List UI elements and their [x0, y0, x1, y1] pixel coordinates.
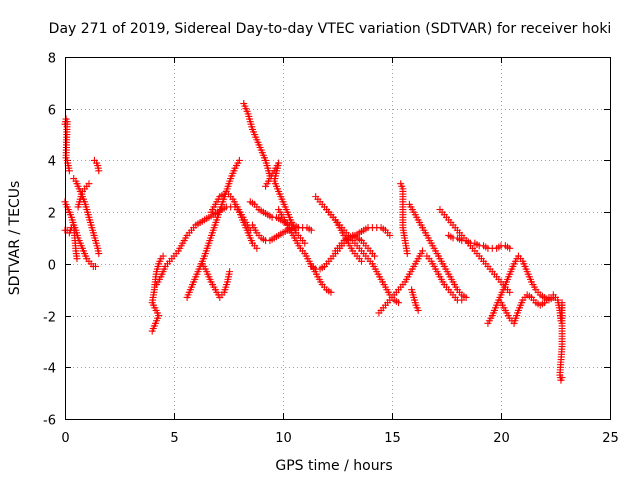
x-tick-label: 0: [61, 431, 69, 446]
series-s25: [549, 291, 566, 384]
y-tick-label: 4: [48, 155, 56, 170]
series-s24: [497, 291, 553, 327]
data-point: [371, 252, 379, 260]
series-s10: [275, 206, 335, 296]
y-tick-label: 2: [48, 207, 56, 222]
y-axis-label: SDTVAR / TECUs: [7, 181, 23, 296]
series-s5: [207, 190, 254, 234]
plot-frame: [65, 57, 611, 420]
series-s23: [484, 252, 557, 327]
series-early-b: [61, 221, 81, 263]
series-s17: [397, 180, 411, 258]
data-point: [395, 299, 403, 307]
data-point: [506, 288, 514, 296]
series-early-c: [70, 175, 103, 258]
y-tick-label: -6: [43, 414, 56, 429]
data-point: [458, 296, 466, 304]
data-point: [159, 252, 167, 260]
data-point: [253, 244, 261, 252]
series-s8: [248, 221, 296, 245]
data-point: [85, 180, 93, 188]
data-point: [419, 247, 427, 255]
series-s3: [183, 156, 243, 301]
series-s11: [286, 224, 315, 234]
data-point: [357, 257, 365, 265]
x-tick-labels: 0 5 10 15 20 25: [61, 431, 618, 446]
data-point: [73, 255, 81, 263]
series-s18: [405, 200, 470, 301]
data-point: [235, 156, 243, 164]
y-tick-label: -4: [43, 362, 56, 377]
y-tick-labels: -6 -4 -2 0 2 4 6 8: [43, 52, 56, 429]
x-tick-label: 5: [170, 431, 178, 446]
y-tick-label: -2: [43, 311, 56, 326]
x-tick-label: 25: [602, 431, 619, 446]
y-tick-label: 8: [48, 52, 56, 67]
y-tick-label: 0: [48, 259, 56, 274]
data-point: [558, 374, 566, 382]
chart-title: Day 271 of 2019, Sidereal Day-to-day VTE…: [49, 21, 612, 37]
data-point: [327, 288, 335, 296]
data-point: [403, 250, 411, 258]
series-s20: [423, 252, 466, 304]
series-early-d: [74, 180, 93, 211]
data-points: [61, 100, 566, 384]
series-s19: [408, 286, 422, 314]
data-point: [307, 226, 315, 234]
data-point: [92, 262, 100, 270]
data-point: [545, 293, 553, 301]
series-s14: [323, 206, 365, 265]
data-point: [95, 167, 103, 175]
y-tick-label: 6: [48, 104, 56, 119]
series-early-e: [90, 156, 103, 175]
series-s15: [331, 231, 379, 260]
axis-ticks: [65, 57, 611, 420]
x-tick-label: 15: [384, 431, 401, 446]
data-point: [414, 306, 422, 314]
x-axis-label: GPS time / hours: [275, 458, 392, 474]
grid: [65, 57, 610, 419]
x-tick-label: 10: [275, 431, 292, 446]
series-s1: [148, 252, 167, 335]
data-point: [386, 231, 394, 239]
data-point: [65, 167, 73, 175]
series-s6: [240, 100, 274, 180]
x-tick-label: 20: [493, 431, 510, 446]
series-s22: [445, 231, 514, 252]
series-s16: [375, 247, 427, 317]
series-early-high: [61, 115, 73, 175]
data-point: [462, 293, 470, 301]
series-s4: [198, 260, 234, 301]
data-point: [506, 244, 514, 252]
data-point: [301, 239, 309, 247]
data-point: [226, 268, 234, 276]
series-s21: [436, 206, 514, 296]
data-point: [95, 250, 103, 258]
